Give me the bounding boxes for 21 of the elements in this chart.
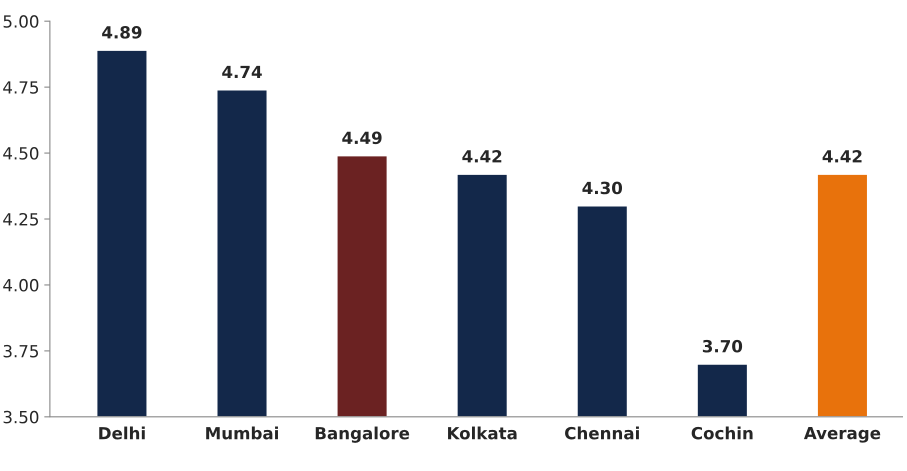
data-label: 4.74 — [222, 66, 262, 78]
data-label: 4.89 — [102, 26, 142, 39]
y-tick-label: 3.50 — [4, 410, 38, 424]
data-label: 4.42 — [822, 150, 862, 162]
y-tick-label: 4.50 — [3, 147, 38, 160]
y-tick-label: 4.25 — [3, 212, 38, 226]
x-tick-label: Cochin — [692, 426, 753, 440]
data-label: 3.70 — [702, 340, 742, 353]
data-label: 4.42 — [462, 150, 502, 162]
data-label: 4.49 — [342, 132, 382, 144]
x-tick-label: Delhi — [99, 426, 145, 440]
y-tick-label: 4.00 — [3, 278, 38, 292]
x-tick-label: Kolkata — [448, 426, 517, 440]
x-tick-label: Chennai — [565, 426, 639, 440]
y-tick-label: 5.00 — [4, 15, 38, 28]
x-tick-label: Bangalore — [316, 426, 410, 443]
x-tick-label: Mumbai — [206, 426, 278, 440]
y-tick-label: 3.75 — [4, 344, 38, 358]
y-tick-label: 4.75 — [3, 81, 38, 94]
data-label: 4.30 — [582, 182, 622, 194]
x-tick-label: Average — [804, 426, 880, 443]
